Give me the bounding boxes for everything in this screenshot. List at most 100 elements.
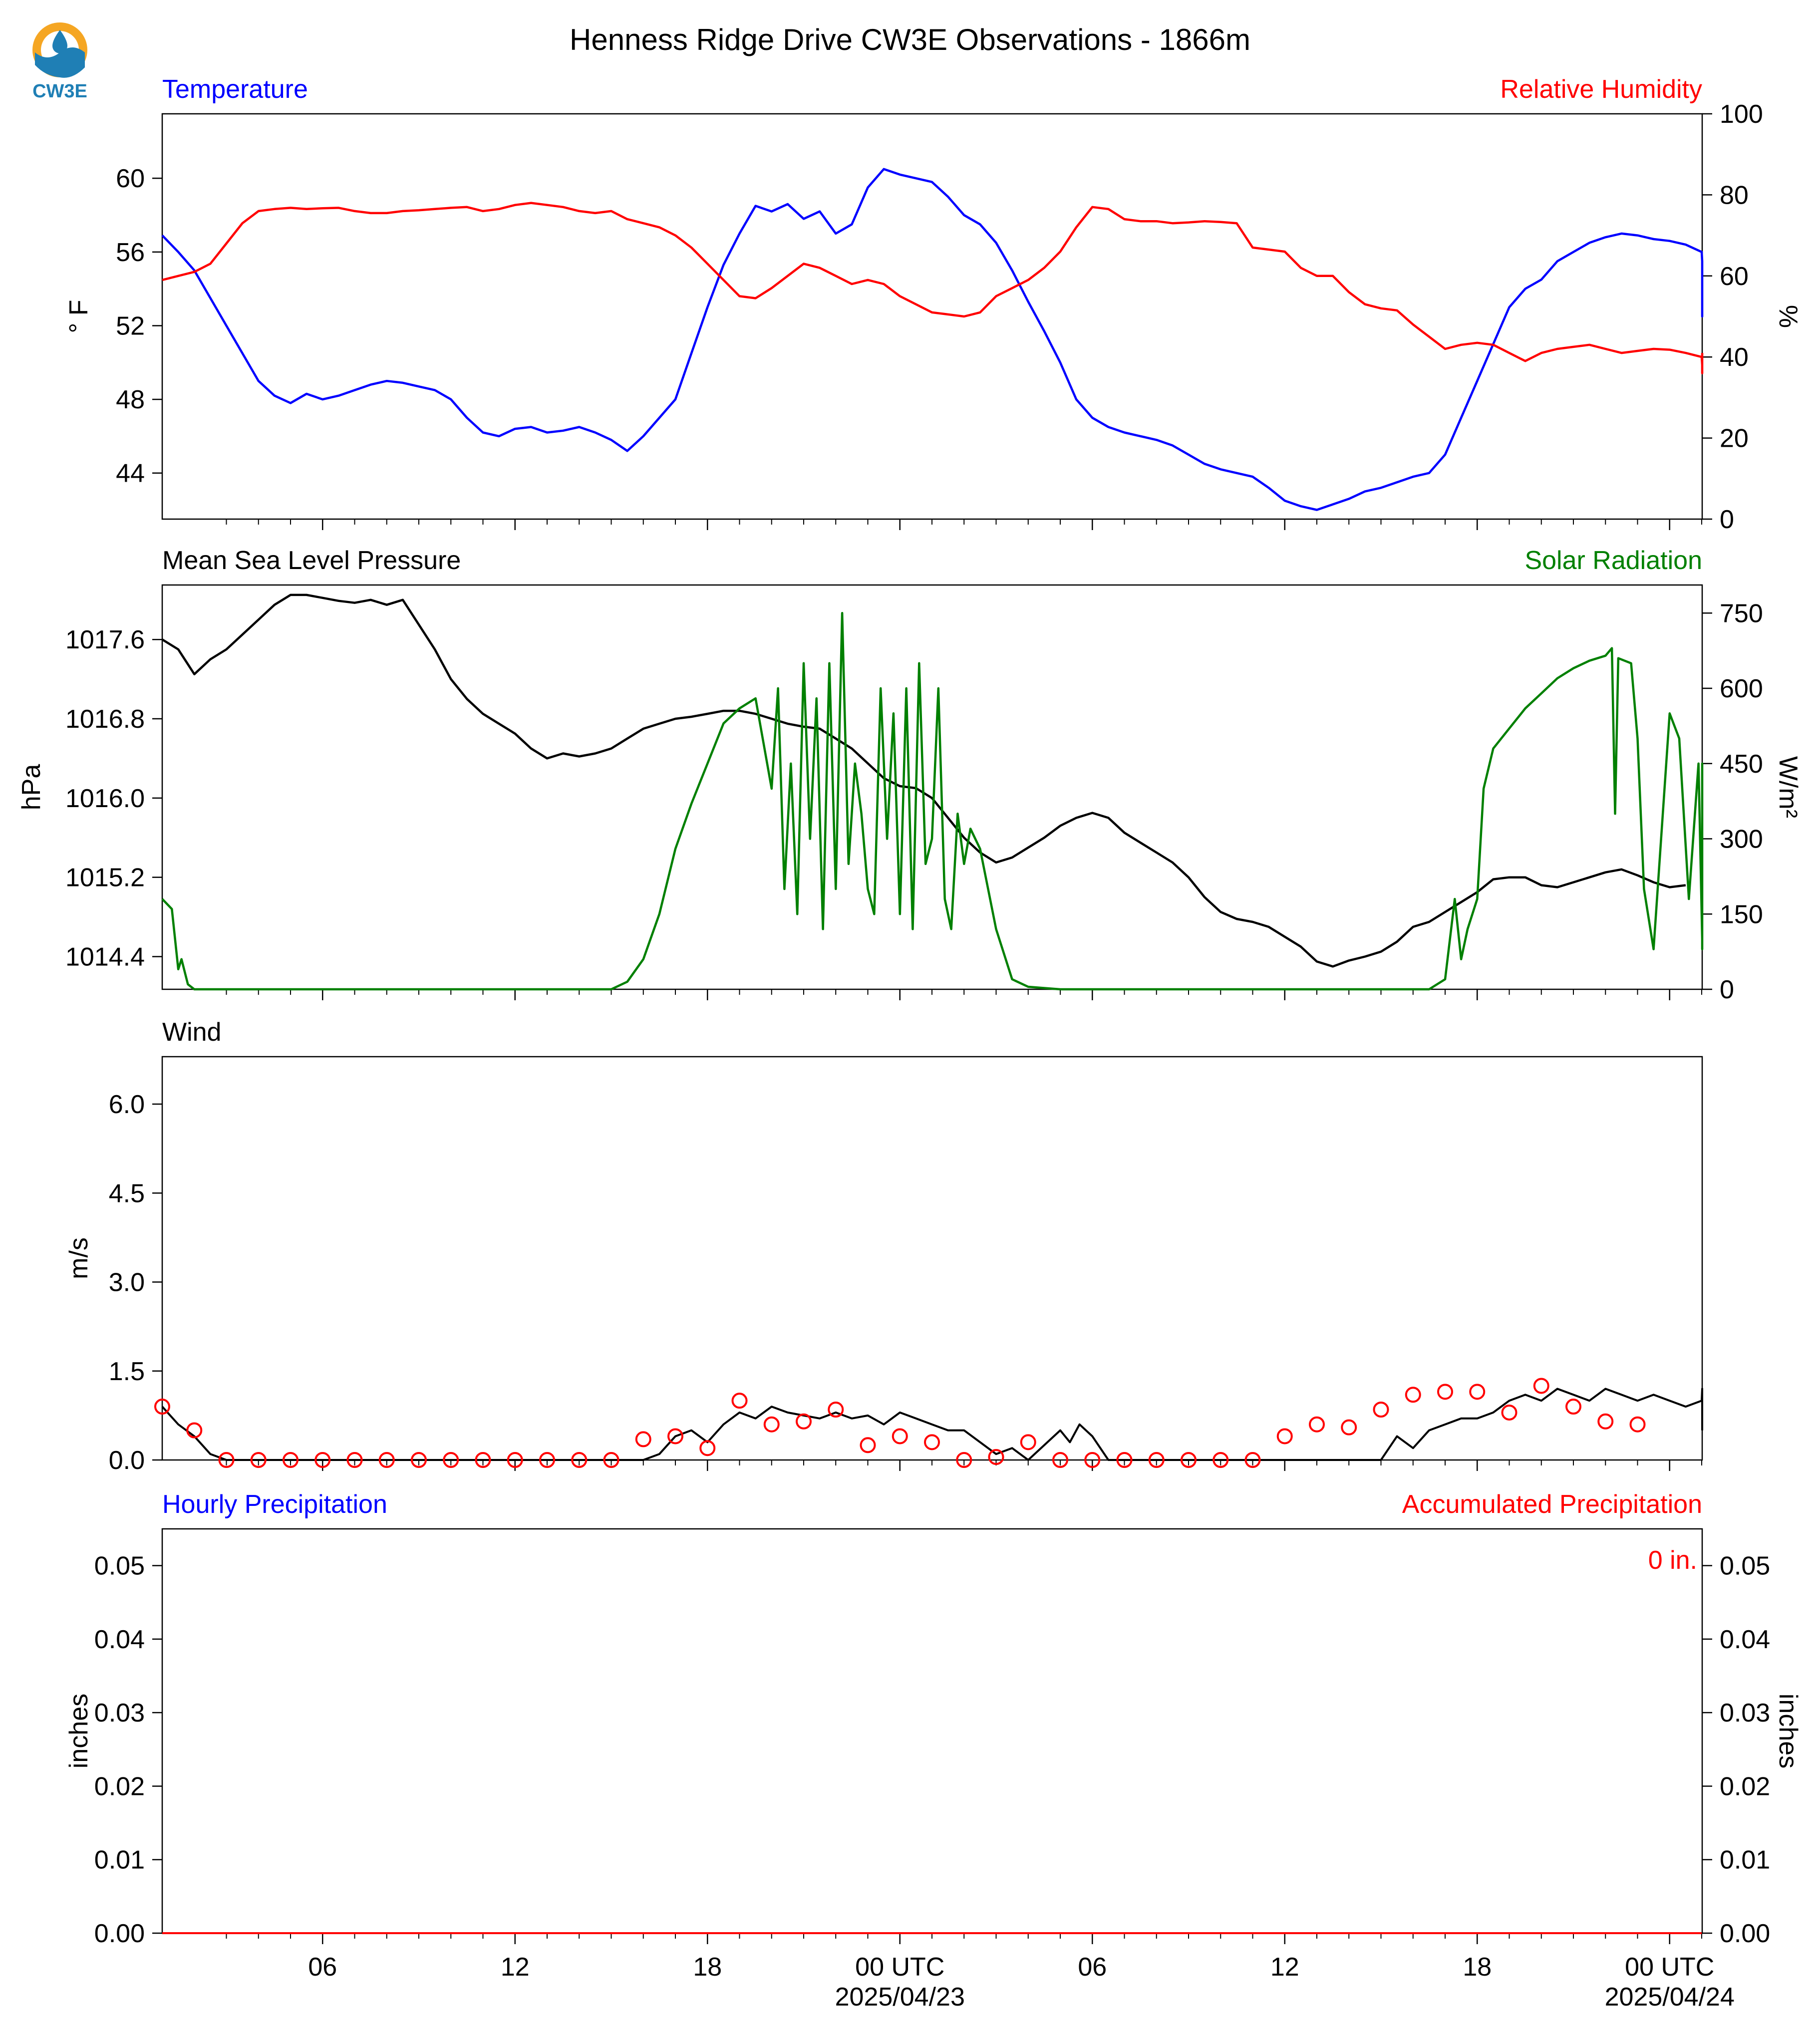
temp_rh-right-title: Relative Humidity xyxy=(1500,75,1702,104)
x-tick-label: 06 xyxy=(1078,1953,1107,1982)
y-left-tick-label: 1017.6 xyxy=(65,625,145,654)
gust-point xyxy=(1437,1384,1453,1400)
y-right-tick-label: 40 xyxy=(1720,343,1749,372)
x-tick-label: 12 xyxy=(1270,1953,1299,1982)
precip-frame xyxy=(161,1528,1703,1934)
gust-point xyxy=(571,1452,588,1468)
gust-point xyxy=(1373,1402,1389,1418)
x-tick-label: 12 xyxy=(501,1953,530,1982)
gust-point xyxy=(411,1452,427,1468)
gust-point xyxy=(1084,1452,1101,1468)
pressure_solar-right-ylabel: W/m² xyxy=(1774,756,1803,818)
gust-point xyxy=(763,1416,780,1433)
y-left-tick-label: 6.0 xyxy=(109,1090,145,1119)
y-left-tick-label: 1.5 xyxy=(109,1357,145,1386)
gust-point xyxy=(924,1434,940,1450)
gust-point xyxy=(378,1452,395,1468)
gust-point xyxy=(154,1399,170,1415)
gust-point xyxy=(1181,1452,1197,1468)
gust-point xyxy=(1533,1378,1549,1394)
x-tick-label: 18 xyxy=(1463,1953,1492,1982)
y-right-tick-label: 0.02 xyxy=(1720,1772,1770,1801)
gust-point xyxy=(1565,1399,1581,1415)
logo-droplet-icon xyxy=(52,30,67,53)
y-right-tick-label: 60 xyxy=(1720,262,1749,291)
y-right-tick-label: 0.04 xyxy=(1720,1625,1770,1654)
chart-title: Henness Ridge Drive CW3E Observations - … xyxy=(570,23,1250,56)
y-left-tick-label: 0.01 xyxy=(94,1846,145,1875)
y-left-tick-label: 1015.2 xyxy=(65,864,145,892)
precip-left-ylabel: inches xyxy=(64,1694,93,1768)
gust-point xyxy=(1597,1413,1614,1430)
gust-point xyxy=(1501,1404,1517,1421)
gust-point xyxy=(186,1422,203,1439)
x-date-label: 2025/04/23 xyxy=(835,1983,965,2012)
temp_rh-right-ylabel: % xyxy=(1774,305,1803,328)
gust-point xyxy=(796,1413,812,1430)
temp_rh-left-title: Temperature xyxy=(162,75,308,104)
gust-point xyxy=(539,1452,555,1468)
wind-series-line xyxy=(161,1388,1703,1461)
gust-point xyxy=(1052,1452,1068,1468)
gust-point xyxy=(731,1393,748,1409)
y-right-tick-label: 80 xyxy=(1720,181,1749,210)
y-left-tick-label: 4.5 xyxy=(109,1179,145,1208)
gust-point xyxy=(635,1431,651,1448)
y-right-tick-label: 0 xyxy=(1720,505,1734,534)
x-tick-label: 00 UTC xyxy=(1625,1953,1714,1982)
gust-point xyxy=(475,1452,491,1468)
gust-point xyxy=(1629,1416,1646,1433)
y-left-tick-label: 3.0 xyxy=(109,1268,145,1297)
gust-point xyxy=(1020,1434,1036,1450)
gust-point xyxy=(603,1452,619,1468)
y-right-tick-label: 0.05 xyxy=(1720,1552,1770,1581)
gust-point xyxy=(699,1440,716,1456)
gust-point xyxy=(1276,1428,1293,1445)
gust-point xyxy=(443,1452,459,1468)
y-left-tick-label: 0.02 xyxy=(94,1772,145,1801)
y-right-tick-label: 750 xyxy=(1720,599,1763,628)
gust-point xyxy=(988,1449,1004,1465)
y-right-tick-label: 0.00 xyxy=(1720,1919,1770,1948)
gust-point xyxy=(1148,1452,1165,1468)
y-left-tick-label: 0.00 xyxy=(94,1919,145,1948)
y-right-tick-label: 300 xyxy=(1720,825,1763,854)
x-tick-label: 06 xyxy=(308,1953,337,1982)
gust-point xyxy=(1244,1452,1261,1468)
wind-left-ylabel: m/s xyxy=(64,1237,93,1279)
temperature-series-line xyxy=(161,168,1704,511)
humidity-series-line xyxy=(162,202,1704,374)
x-tick-label: 00 UTC xyxy=(855,1953,944,1982)
gust-point xyxy=(507,1452,523,1468)
x-tick-label: 18 xyxy=(693,1953,722,1982)
gust-point xyxy=(250,1452,267,1468)
pressure_solar-left-ylabel: hPa xyxy=(17,764,46,811)
y-left-tick-label: 56 xyxy=(116,238,145,267)
pressure_solar-right-title: Solar Radiation xyxy=(1524,546,1702,575)
y-left-tick-label: 1014.4 xyxy=(65,942,145,971)
logo-text: CW3E xyxy=(32,81,87,102)
cw3e-logo: CW3E xyxy=(32,22,87,102)
y-left-tick-label: 60 xyxy=(116,164,145,193)
y-left-tick-label: 0.0 xyxy=(109,1446,145,1475)
gust-point xyxy=(860,1437,876,1453)
gust-point xyxy=(1341,1419,1357,1436)
y-right-tick-label: 600 xyxy=(1720,674,1763,703)
gust-point xyxy=(1213,1452,1229,1468)
y-right-tick-label: 150 xyxy=(1720,900,1763,929)
temp_rh-frame xyxy=(161,113,1703,520)
wind-frame xyxy=(161,1056,1703,1461)
gust-point xyxy=(828,1402,844,1418)
solar-series-line xyxy=(161,612,1704,991)
precip-right-ylabel: inches xyxy=(1774,1694,1803,1768)
y-left-tick-label: 0.03 xyxy=(94,1699,145,1728)
gust-point xyxy=(218,1452,235,1468)
gust-point xyxy=(667,1428,683,1445)
accum-precip-total: 0 in. xyxy=(1648,1546,1697,1575)
y-right-tick-label: 0.03 xyxy=(1720,1699,1770,1728)
gust-point xyxy=(314,1452,331,1468)
y-right-tick-label: 100 xyxy=(1720,100,1763,129)
pressure_solar-left-title: Mean Sea Level Pressure xyxy=(162,546,461,575)
